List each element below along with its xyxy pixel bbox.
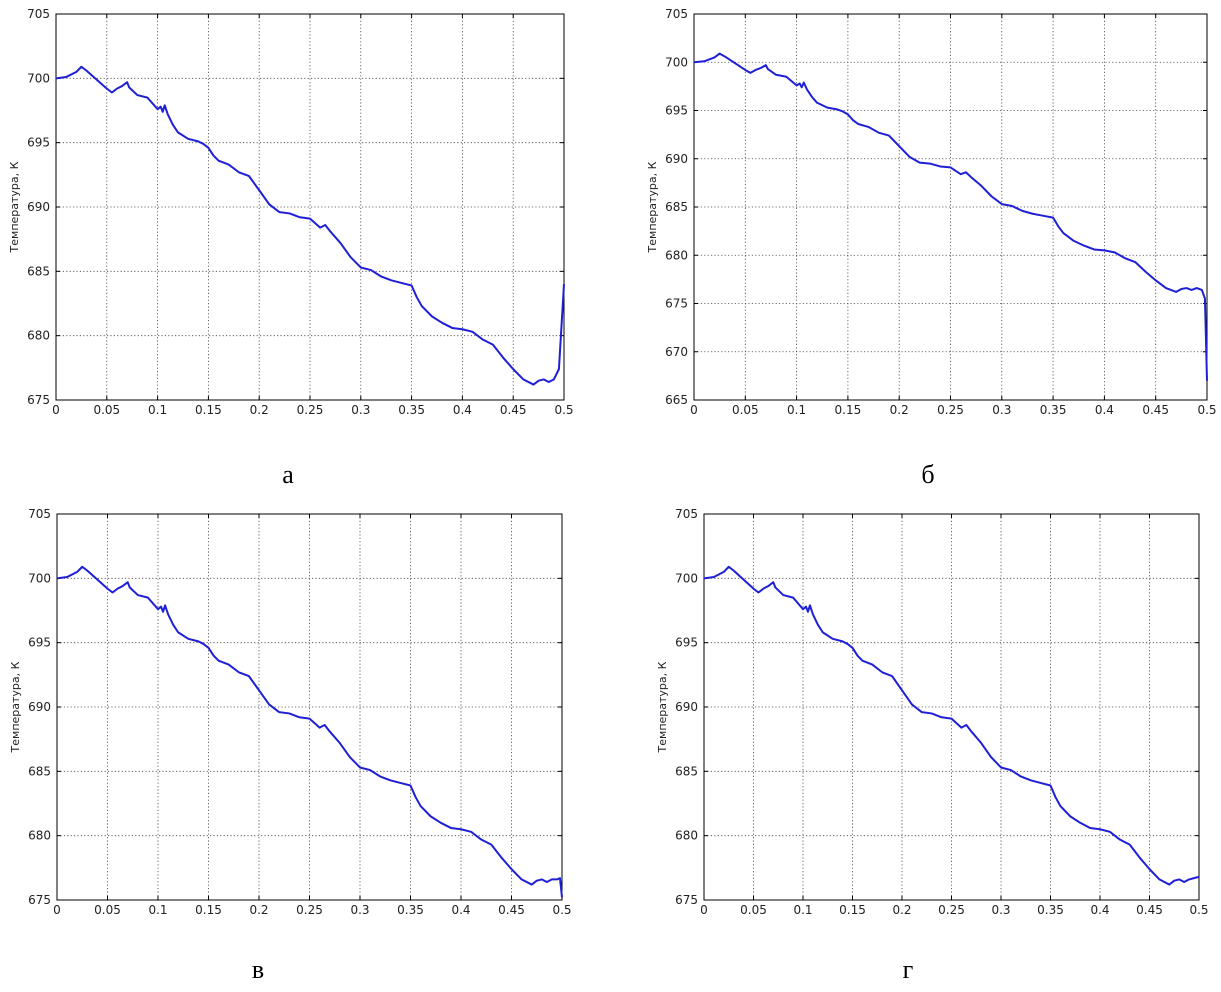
- y-tick-label: 685: [665, 200, 688, 214]
- x-tick-label: 0.4: [1090, 903, 1109, 917]
- y-tick-label: 705: [665, 7, 688, 21]
- x-tick-label: 0.45: [498, 903, 525, 917]
- x-tick-label: 0.35: [1037, 903, 1064, 917]
- x-tick-label: 0.25: [297, 403, 324, 417]
- x-tick-label: 0.05: [94, 903, 121, 917]
- x-tick-label: 0.45: [1136, 903, 1163, 917]
- x-tick-label: 0: [52, 403, 60, 417]
- x-tick-label: 0.25: [938, 903, 965, 917]
- x-tick-label: 0.15: [835, 403, 862, 417]
- y-tick-label: 665: [665, 393, 688, 407]
- y-tick-label: 680: [675, 829, 698, 843]
- x-tick-label: 0.2: [249, 903, 268, 917]
- y-tick-label: 700: [27, 71, 50, 85]
- y-tick-label: 705: [675, 507, 698, 521]
- plot-area: [56, 14, 564, 400]
- x-tick-label: 0.2: [250, 403, 269, 417]
- x-axis-label: Ось Y, м: [927, 418, 974, 420]
- y-axis-label: Температура, К: [8, 161, 21, 253]
- chart-svg-b: 0 0.05 0.1 0.15 0.2 0.25 0.3 0.35 0.4 0.45 0.5 665 6…: [646, 7, 1217, 431]
- y-tick-label: 685: [27, 264, 50, 278]
- x-tick-label: 0.3: [350, 903, 369, 917]
- x-tick-label: 0.1: [793, 903, 812, 917]
- y-tick-label: 690: [28, 700, 51, 714]
- x-tick-label: 0.5: [552, 903, 571, 917]
- chart-panel-b: 0 0.05 0.1 0.15 0.2 0.25 0.3 0.35 0.4 0.45 0.5 665 6…: [620, 0, 1221, 431]
- x-axis-label: Ось Y, м: [286, 918, 333, 920]
- x-axis-label: Ось Y, м: [928, 918, 975, 920]
- x-tick-label: 0.1: [148, 903, 167, 917]
- x-tick-label: 0.5: [1197, 403, 1216, 417]
- series-line: [703, 565, 1200, 886]
- chart-panel-c: 0 0.05 0.1 0.15 0.2 0.25 0.3 0.35 0.4 0.45 0.5 675 6…: [0, 500, 600, 931]
- x-tick-label: 0.3: [991, 903, 1010, 917]
- series-line: [693, 52, 1208, 381]
- x-tick-label: 0.15: [195, 403, 222, 417]
- x-tick-label: 0.05: [740, 903, 767, 917]
- series-line: [55, 65, 565, 386]
- y-tick-label: 670: [665, 345, 688, 359]
- x-tick-label: 0.2: [890, 403, 909, 417]
- x-tick-label: 0.5: [554, 403, 573, 417]
- caption-c: в: [251, 955, 265, 984]
- y-tick-label: 700: [675, 571, 698, 585]
- chart-svg-c: 0 0.05 0.1 0.15 0.2 0.25 0.3 0.35 0.4 0.45 0.5 675 6…: [9, 507, 572, 931]
- x-tick-label: 0: [53, 903, 61, 917]
- y-tick-label: 685: [28, 764, 51, 778]
- x-tick-label: 0.2: [892, 903, 911, 917]
- caption-b: б: [921, 460, 935, 489]
- y-tick-label: 695: [665, 104, 688, 118]
- y-tick-label: 675: [665, 297, 688, 311]
- y-axis-label: Температура, К: [9, 661, 22, 753]
- x-tick-label: 0.05: [732, 403, 759, 417]
- chart-svg-a: 0 0.05 0.1 0.15 0.2 0.25 0.3 0.35 0.4 0.45 0.5 675 6…: [8, 7, 574, 431]
- x-tick-label: 0.4: [1095, 403, 1114, 417]
- caption-a: а: [282, 460, 294, 489]
- y-tick-label: 695: [675, 636, 698, 650]
- y-tick-label: 700: [665, 55, 688, 69]
- chart-panel-a: 0 0.05 0.1 0.15 0.2 0.25 0.3 0.35 0.4 0.45 0.5 675 6…: [0, 0, 600, 431]
- x-tick-label: 0.25: [937, 403, 964, 417]
- x-tick-label: 0.45: [500, 403, 527, 417]
- y-tick-label: 675: [28, 893, 51, 907]
- y-tick-label: 690: [27, 200, 50, 214]
- x-tick-label: 0: [690, 403, 698, 417]
- x-tick-label: 0.35: [1040, 403, 1067, 417]
- y-tick-label: 680: [27, 329, 50, 343]
- y-tick-label: 690: [675, 700, 698, 714]
- x-tick-label: 0.15: [839, 903, 866, 917]
- y-tick-label: 675: [675, 893, 698, 907]
- y-tick-label: 700: [28, 571, 51, 585]
- x-tick-label: 0.45: [1142, 403, 1169, 417]
- x-tick-label: 0.1: [148, 403, 167, 417]
- x-tick-label: 0.1: [787, 403, 806, 417]
- y-tick-label: 695: [27, 136, 50, 150]
- x-tick-label: 0.4: [451, 903, 470, 917]
- y-axis-label: Температура, К: [646, 161, 659, 253]
- y-axis-label: Температура, К: [656, 661, 669, 753]
- x-tick-label: 0.5: [1189, 903, 1208, 917]
- x-axis-label: Ось Y, м: [287, 418, 334, 420]
- caption-d: г: [902, 955, 914, 984]
- y-tick-label: 695: [28, 636, 51, 650]
- x-tick-label: 0.05: [93, 403, 120, 417]
- x-tick-label: 0.25: [296, 903, 323, 917]
- y-tick-label: 705: [27, 7, 50, 21]
- x-tick-label: 0.15: [195, 903, 222, 917]
- x-tick-label: 0: [700, 903, 708, 917]
- y-tick-label: 685: [675, 764, 698, 778]
- x-tick-label: 0.35: [397, 903, 424, 917]
- x-tick-label: 0.3: [992, 403, 1011, 417]
- y-tick-label: 705: [28, 507, 51, 521]
- chart-svg-d: 0 0.05 0.1 0.15 0.2 0.25 0.3 0.35 0.4 0.45 0.5 675 6…: [656, 507, 1209, 931]
- y-tick-label: 680: [665, 248, 688, 262]
- chart-panel-d: 0 0.05 0.1 0.15 0.2 0.25 0.3 0.35 0.4 0.45 0.5 675 6…: [620, 500, 1221, 931]
- y-tick-label: 680: [28, 829, 51, 843]
- x-tick-label: 0.3: [351, 403, 370, 417]
- x-tick-label: 0.35: [398, 403, 425, 417]
- y-tick-label: 675: [27, 393, 50, 407]
- x-tick-label: 0.4: [453, 403, 472, 417]
- y-tick-label: 690: [665, 152, 688, 166]
- series-line: [56, 565, 563, 898]
